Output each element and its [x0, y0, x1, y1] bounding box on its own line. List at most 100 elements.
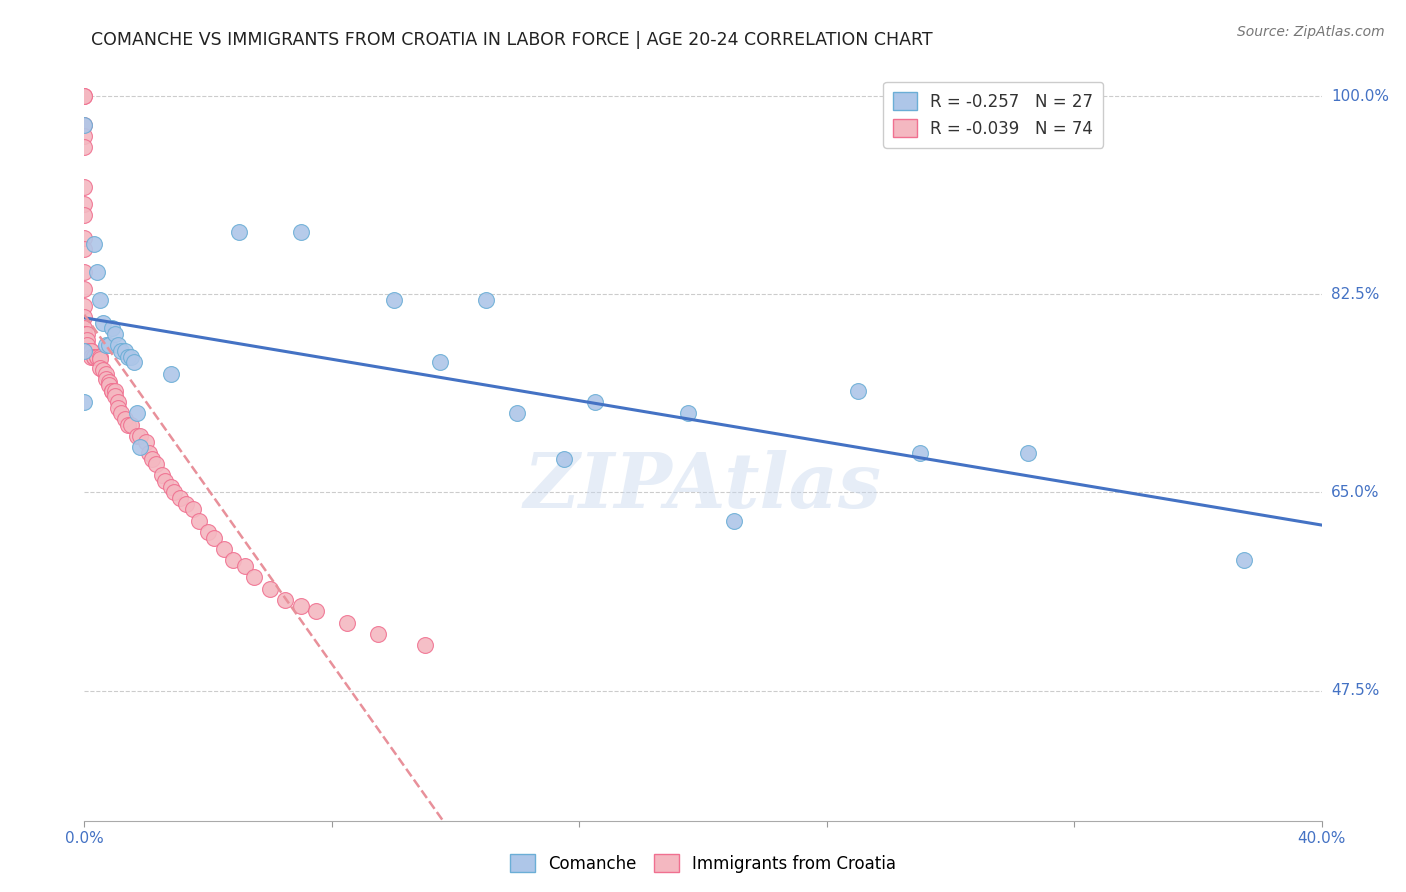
Point [76, 333, 98, 347]
Point [583, 395, 606, 409]
Point [86, 350, 108, 364]
Point [101, 321, 124, 335]
Point [676, 406, 699, 420]
Point [73, 128, 96, 143]
Point [138, 446, 160, 460]
Point [163, 485, 186, 500]
Point [79, 350, 101, 364]
Point [86, 350, 108, 364]
Point [107, 395, 129, 409]
Point [101, 384, 124, 398]
Point [107, 401, 129, 415]
Point [117, 417, 139, 432]
Point [117, 350, 139, 364]
Point [228, 225, 250, 239]
Point [290, 599, 312, 613]
Point [73, 299, 96, 313]
Point [382, 293, 405, 307]
Point [187, 514, 209, 528]
Point [73, 333, 96, 347]
Point [76, 344, 98, 359]
Point [506, 406, 529, 420]
Point [212, 542, 235, 557]
Point [94, 367, 117, 381]
Point [98, 375, 121, 389]
Point [83, 350, 105, 364]
Point [101, 384, 124, 398]
Point [83, 236, 105, 251]
Point [135, 434, 157, 449]
Text: 100.0%: 100.0% [1331, 89, 1389, 103]
Point [73, 208, 96, 222]
Point [846, 384, 869, 398]
Point [73, 326, 96, 341]
Point [233, 559, 256, 574]
Point [367, 627, 389, 641]
Point [76, 338, 98, 352]
Point [94, 372, 117, 386]
Point [1233, 553, 1256, 567]
Point [429, 355, 451, 369]
Point [94, 338, 117, 352]
Point [89, 350, 111, 364]
Point [202, 531, 225, 545]
Point [73, 344, 96, 359]
Point [160, 367, 183, 381]
Point [274, 593, 297, 607]
Point [169, 491, 191, 505]
Point [908, 446, 931, 460]
Text: COMANCHE VS IMMIGRANTS FROM CROATIA IN LABOR FORCE | AGE 20-24 CORRELATION CHART: COMANCHE VS IMMIGRANTS FROM CROATIA IN L… [91, 31, 934, 49]
Point [290, 225, 312, 239]
Point [145, 457, 167, 471]
Point [73, 89, 96, 103]
Point [413, 638, 436, 652]
Point [104, 326, 127, 341]
Point [222, 553, 245, 567]
Point [73, 180, 96, 194]
Point [125, 429, 148, 443]
Point [89, 361, 111, 376]
Point [98, 378, 121, 392]
Point [243, 570, 266, 584]
Point [110, 406, 132, 420]
Point [73, 140, 96, 154]
Point [104, 389, 127, 403]
Point [104, 384, 127, 398]
Text: Source: ZipAtlas.com: Source: ZipAtlas.com [1237, 25, 1385, 39]
Point [73, 395, 96, 409]
Point [176, 497, 198, 511]
Point [475, 293, 498, 307]
Point [723, 514, 745, 528]
Point [114, 412, 136, 426]
Point [91, 363, 114, 377]
Point [553, 451, 575, 466]
Point [91, 316, 114, 330]
Text: ZIPAtlas: ZIPAtlas [524, 450, 882, 524]
Point [336, 615, 359, 630]
Point [73, 197, 96, 211]
Point [86, 265, 108, 279]
Point [125, 406, 148, 420]
Legend: Comanche, Immigrants from Croatia: Comanche, Immigrants from Croatia [503, 847, 903, 880]
Point [122, 355, 145, 369]
Point [153, 474, 176, 488]
Point [120, 350, 142, 364]
Point [1017, 446, 1039, 460]
Point [98, 338, 121, 352]
Point [114, 344, 136, 359]
Point [305, 604, 328, 618]
Point [259, 582, 281, 596]
Point [73, 89, 96, 103]
Point [73, 118, 96, 132]
Point [73, 265, 96, 279]
Point [150, 468, 173, 483]
Point [79, 344, 101, 359]
Point [73, 282, 96, 296]
Point [197, 524, 219, 539]
Point [160, 480, 183, 494]
Text: 82.5%: 82.5% [1331, 287, 1379, 301]
Text: 65.0%: 65.0% [1331, 485, 1379, 500]
Point [73, 231, 96, 245]
Point [129, 440, 152, 454]
Point [73, 326, 96, 341]
